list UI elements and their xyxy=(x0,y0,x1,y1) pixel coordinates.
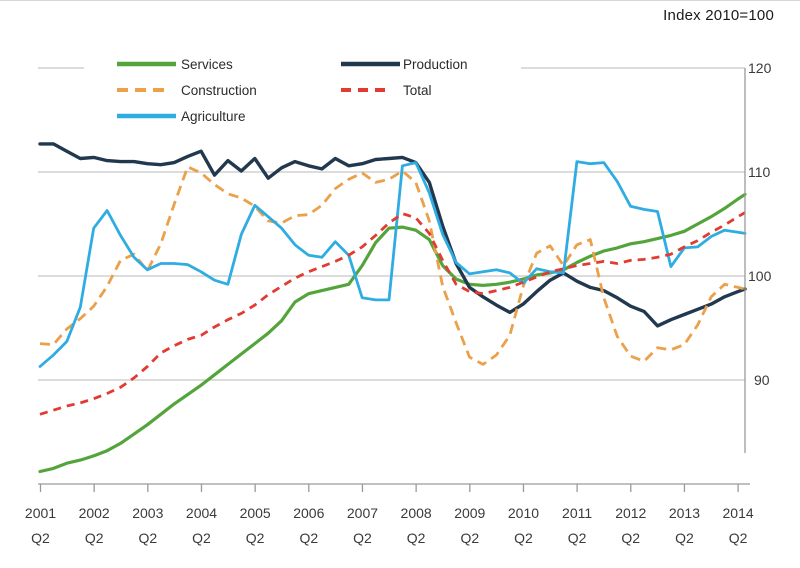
x-tick-year-label: 2011 xyxy=(562,505,592,521)
x-tick-year-label: 2001 xyxy=(25,505,56,521)
series-line-construction xyxy=(39,165,746,366)
x-tick-quarter-label: Q2 xyxy=(192,530,211,546)
x-tick-year-label: 2010 xyxy=(508,505,539,521)
x-tick-quarter-label: Q2 xyxy=(353,530,372,546)
series-line-agriculture xyxy=(38,160,747,368)
y-tick-label: 90 xyxy=(754,372,770,388)
legend-label-production: Production xyxy=(403,57,468,72)
x-tick-quarter-label: Q2 xyxy=(299,530,318,546)
legend-label-construction: Construction xyxy=(181,83,257,98)
x-tick-year-label: 2005 xyxy=(240,505,271,521)
x-tick-quarter-label: Q2 xyxy=(407,530,426,546)
series-line-services xyxy=(38,192,747,474)
x-tick-quarter-label: Q2 xyxy=(675,530,694,546)
x-tick-year-label: 2008 xyxy=(401,505,432,521)
x-tick-year-label: 2006 xyxy=(293,505,324,521)
y-tick-label: 110 xyxy=(748,164,771,180)
x-tick-year-label: 2012 xyxy=(615,505,646,521)
legend-label-agriculture: Agriculture xyxy=(181,109,246,124)
x-tick-year-label: 2003 xyxy=(132,505,163,521)
x-tick-quarter-label: Q2 xyxy=(138,530,157,546)
y-tick-label: 120 xyxy=(748,60,772,76)
x-tick-year-label: 2002 xyxy=(79,505,110,521)
x-tick-year-label: 2009 xyxy=(454,505,485,521)
chart-title: Index 2010=100 xyxy=(663,7,774,24)
x-tick-quarter-label: Q2 xyxy=(621,530,640,546)
x-tick-quarter-label: Q2 xyxy=(85,530,104,546)
x-tick-year-label: 2013 xyxy=(669,505,700,521)
x-tick-year-label: 2014 xyxy=(723,505,754,521)
x-tick-quarter-label: Q2 xyxy=(729,530,748,546)
legend-label-total: Total xyxy=(403,83,432,98)
legend-label-services: Services xyxy=(181,57,233,72)
x-tick-year-label: 2004 xyxy=(186,505,217,521)
x-tick-quarter-label: Q2 xyxy=(460,530,479,546)
x-tick-quarter-label: Q2 xyxy=(514,530,533,546)
y-tick-label: 100 xyxy=(748,268,772,284)
series-line-production xyxy=(38,142,747,328)
series-line-total xyxy=(39,211,746,416)
x-tick-quarter-label: Q2 xyxy=(246,530,265,546)
x-tick-quarter-label: Q2 xyxy=(31,530,50,546)
x-tick-year-label: 2007 xyxy=(347,505,378,521)
x-tick-quarter-label: Q2 xyxy=(568,530,587,546)
